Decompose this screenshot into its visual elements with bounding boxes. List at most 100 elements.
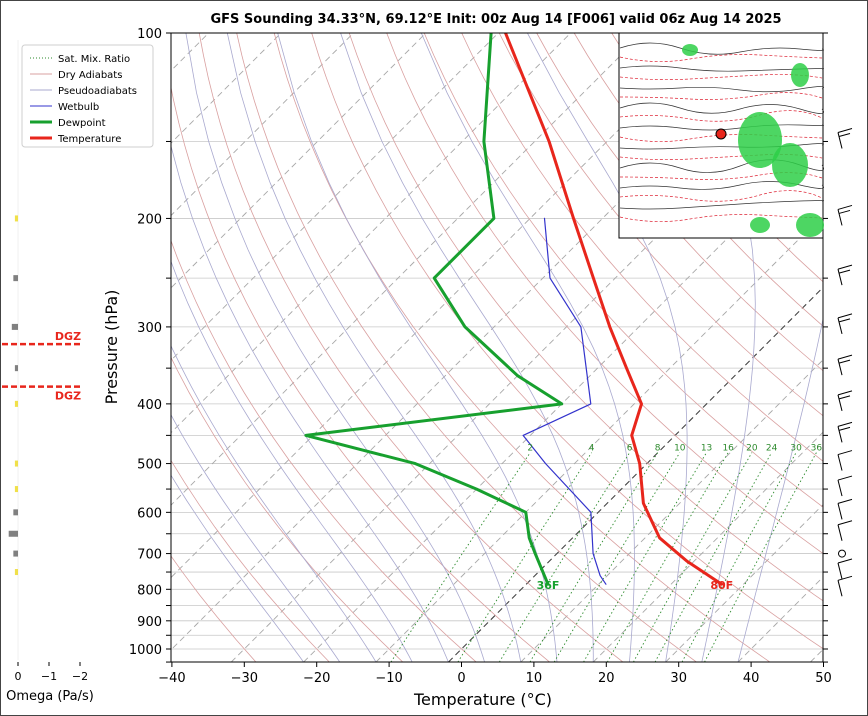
pseudoadiabat-line	[420, 33, 635, 662]
dry-adiabat-line	[423, 33, 823, 508]
dry-adiabat-line	[386, 33, 823, 554]
barb-flag	[837, 421, 853, 427]
contour-line	[619, 86, 824, 93]
series-temperature-line	[504, 33, 724, 586]
x-tick-label: −40	[158, 671, 185, 686]
wind-barb	[837, 575, 853, 597]
barb-staff	[837, 562, 843, 580]
mixing-ratio-line	[704, 452, 817, 662]
legend-label: Pseudoadiabats	[58, 86, 137, 97]
wind-barb	[837, 558, 853, 580]
barb-staff	[837, 580, 843, 597]
barb-flag	[837, 520, 853, 526]
x-tick-label: 40	[743, 671, 760, 686]
omega-tick-label: −1	[41, 670, 57, 683]
chart-title: GFS Sounding 34.33°N, 69.12°E Init: 00z …	[210, 12, 781, 27]
barb-flag	[838, 359, 851, 364]
mixing-ratio-label: 6	[627, 444, 633, 454]
omega-panel: 0 −1 −2 DGZ DGZ	[2, 40, 88, 683]
barb-flag	[838, 426, 851, 431]
barb-staff	[837, 359, 843, 376]
wind-barb	[837, 520, 853, 541]
wind-barb	[837, 204, 853, 226]
thickness-line	[619, 190, 823, 202]
thickness-line	[619, 110, 823, 122]
mixing-ratio-line	[457, 452, 592, 662]
series-group: 36F 80F	[304, 33, 733, 592]
dry-adiabat-line	[348, 33, 823, 602]
contour-line	[619, 124, 824, 131]
wind-barb	[837, 264, 853, 286]
barb-flag	[838, 318, 851, 323]
axes: −40 −30 −20 −10 0 10 20 30 40 50 100 200 300 400 500 60…	[129, 27, 832, 686]
pseudoadiabat-line	[277, 33, 558, 662]
pseudoadiabat-line	[527, 33, 688, 662]
dry-adiabat-line	[498, 33, 823, 417]
barb-flag	[837, 354, 853, 360]
barb-flag	[837, 498, 853, 504]
pseudoadiabat-line	[171, 474, 304, 662]
barb-flag	[837, 450, 853, 456]
barb-staff	[837, 503, 843, 520]
thickness-line	[619, 92, 823, 100]
barb-staff	[837, 209, 843, 226]
barb-staff	[837, 132, 843, 149]
mixing-ratio-label: 8	[655, 444, 661, 454]
barb-flag	[837, 264, 853, 270]
wind-barb	[837, 450, 853, 471]
isotherm-line	[171, 33, 282, 144]
thickness-line	[619, 74, 823, 81]
omega-bar	[11, 323, 18, 330]
y-tick-label: 100	[137, 27, 162, 42]
x-tick-label: 10	[526, 671, 543, 686]
y-tick-label: 500	[137, 458, 162, 473]
barb-staff	[837, 454, 843, 471]
precip-area	[791, 63, 809, 87]
y-tick-label: 800	[137, 583, 162, 598]
dry-adiabat-line	[461, 33, 823, 462]
precip-area	[796, 213, 824, 237]
isotherm-line	[171, 33, 354, 217]
y-tick-label: 600	[137, 506, 162, 521]
x-axis-label: Temperature (°C)	[413, 690, 552, 709]
contour-line	[619, 200, 824, 210]
barb-flag	[837, 127, 853, 133]
legend-label: Temperature	[57, 134, 121, 145]
omega-axis-label: Omega (Pa/s)	[6, 689, 94, 704]
contour-line	[619, 42, 824, 55]
precip-area	[750, 217, 770, 233]
mixing-ratio-label: 16	[722, 444, 734, 454]
surface-temp-label: 80F	[710, 579, 733, 592]
inset-contours	[619, 42, 824, 237]
dry-adiabat-line	[171, 555, 257, 662]
pseudoadiabat-line	[185, 33, 485, 662]
mixing-ratio-label: 2	[527, 444, 533, 454]
barb-flag	[837, 558, 853, 564]
contour-line	[619, 181, 824, 190]
wind-barb	[837, 354, 853, 376]
pseudoadiabat-line	[668, 33, 756, 662]
omega-bar	[14, 365, 18, 372]
pseudoadiabat-line	[737, 316, 823, 662]
mixing-ratio-label: 24	[766, 444, 778, 454]
dry-adiabat-line	[536, 33, 823, 372]
barb-flag	[837, 313, 853, 319]
x-tick-label: 20	[598, 671, 615, 686]
legend-box	[21, 44, 154, 148]
mixing-ratio-line	[390, 452, 531, 662]
dry-adiabat-line	[171, 85, 550, 662]
dry-adiabat-line	[198, 33, 624, 662]
pseudoadiabat-line	[171, 260, 413, 662]
isotherm-line	[171, 33, 644, 506]
pseudoadiabat-line	[171, 144, 449, 662]
omega-bar	[13, 550, 18, 557]
omega-bar	[13, 509, 18, 516]
omega-bar	[14, 400, 18, 407]
mixing-ratio-label: 30	[790, 444, 802, 454]
x-tick-label: 0	[457, 671, 465, 686]
x-tick-label: −10	[375, 671, 402, 686]
zero-isotherm	[448, 286, 823, 662]
barb-staff	[837, 524, 843, 541]
x-tick-label: −20	[303, 671, 330, 686]
y-tick-label: 300	[137, 321, 162, 336]
